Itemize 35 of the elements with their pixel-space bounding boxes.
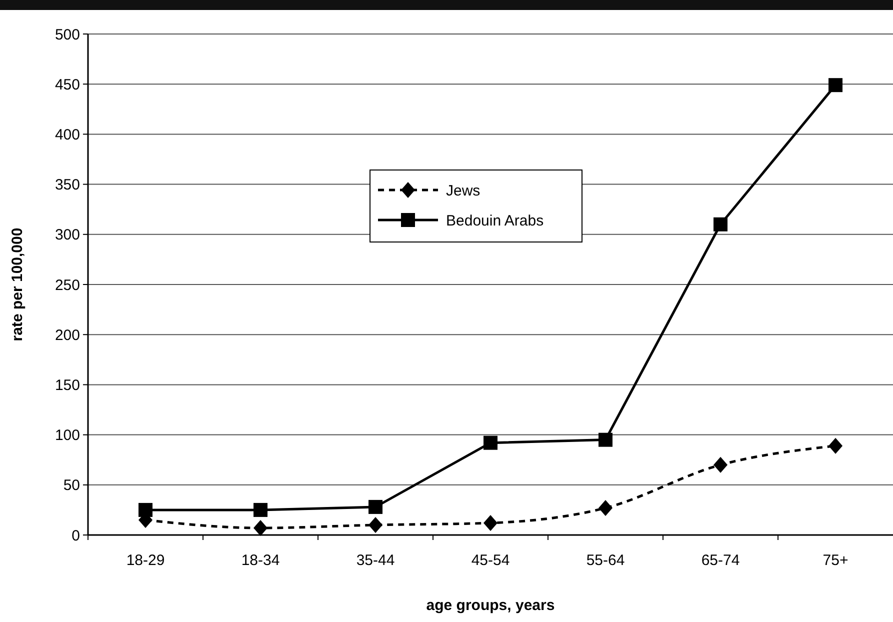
x-tick-label: 65-74 [701,552,740,569]
x-tick-label: 75+ [822,552,848,569]
point [368,516,382,533]
point [254,520,268,536]
y-tick-label: 250 [54,276,80,294]
x-tick-label: 18-34 [241,552,280,569]
y-tick-label: 50 [63,477,80,494]
x-tick-label: 35-44 [356,552,395,569]
y-tick-label: 200 [54,326,80,344]
point [254,502,268,517]
x-tick-label: 55-64 [586,552,625,569]
legend-label: Jews [446,182,480,200]
legend-label: Bedouin Arabs [446,212,544,230]
y-tick-label: 450 [54,76,80,94]
x-tick-label: 18-29 [126,552,165,569]
y-axis-title: rate per 100,000 [9,228,26,342]
y-tick-label: 100 [54,427,80,444]
point [598,432,612,447]
y-tick-label: 350 [54,176,80,194]
y-tick-label: 0 [72,527,80,544]
point [714,456,728,473]
y-tick-label: 150 [54,376,80,394]
point [598,500,612,516]
point [828,438,842,454]
point [828,78,842,92]
point [138,502,152,517]
x-tick-label: 45-54 [471,552,510,569]
point [484,436,498,450]
y-tick-label: 300 [54,226,80,244]
point [368,500,382,514]
point [484,514,498,531]
x-axis-title: age groups, years [426,597,555,614]
y-tick-label: 400 [54,126,80,144]
y-tick-label: 500 [54,26,80,44]
point [714,217,728,232]
